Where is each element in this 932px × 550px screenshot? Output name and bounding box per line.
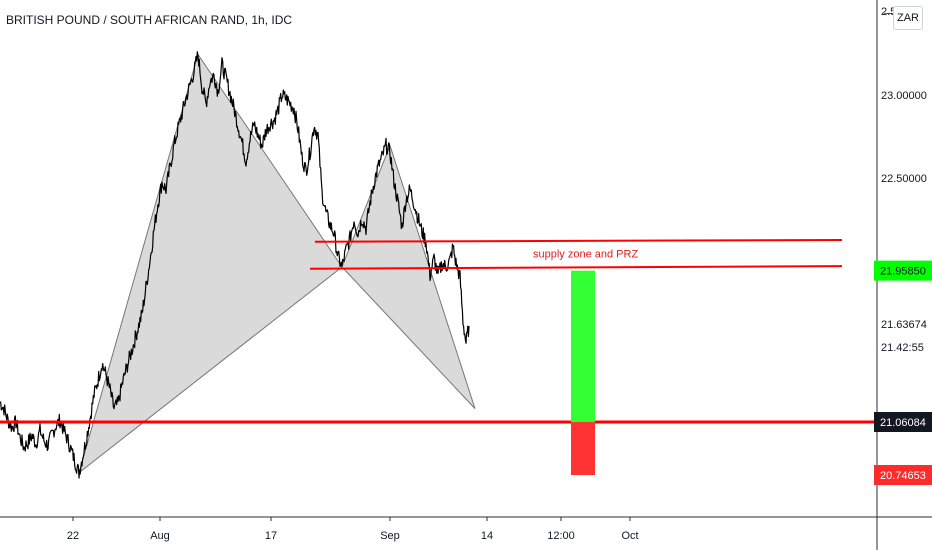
price-tag-label: 20.74653 — [880, 470, 926, 482]
x-tick-label: 17 — [265, 530, 277, 542]
plot-area: supply zone and PRZ — [0, 51, 877, 479]
price-tag — [874, 260, 932, 281]
x-tick-label: Sep — [380, 530, 400, 542]
x-tick-label: 14 — [481, 530, 493, 542]
x-tick-label: Aug — [150, 530, 170, 542]
supply-zone-lower-line[interactable] — [309, 265, 843, 270]
price-tag-label: 21.95850 — [880, 266, 926, 278]
x-tick-label: 22 — [67, 530, 79, 542]
price-series-line — [0, 51, 470, 479]
y-tick-label: 22.50000 — [881, 173, 927, 185]
currency-button[interactable]: ZAR — [893, 6, 923, 30]
harmonic-pattern-xab — [78, 53, 343, 475]
x-axis[interactable]: 22 Aug 17 Sep 14 12:00 Oct — [0, 516, 932, 542]
supply-zone-upper-line[interactable] — [314, 239, 843, 243]
harmonic-pattern-bcd — [341, 144, 476, 409]
position-loss-zone[interactable] — [571, 422, 595, 476]
y-axis[interactable]: 23.0000022.5000021.6367421.42:552̶.̶5000… — [874, 0, 932, 550]
chart-title: BRITISH POUND / SOUTH AFRICAN RAND, 1h, … — [6, 13, 293, 27]
y-tick-label: 21.42:55 — [881, 342, 924, 354]
x-tick-label: 12:00 — [547, 530, 575, 542]
y-tick-label: 21.63674 — [881, 319, 927, 331]
y-tick-label: 23.00000 — [881, 90, 927, 102]
supply-zone-label: supply zone and PRZ — [533, 249, 638, 261]
price-tag — [874, 412, 932, 432]
price-tag-label: 21.06084 — [880, 417, 926, 429]
price-tag — [874, 465, 932, 486]
x-tick-label: Oct — [621, 530, 638, 542]
position-profit-zone[interactable] — [571, 270, 595, 422]
